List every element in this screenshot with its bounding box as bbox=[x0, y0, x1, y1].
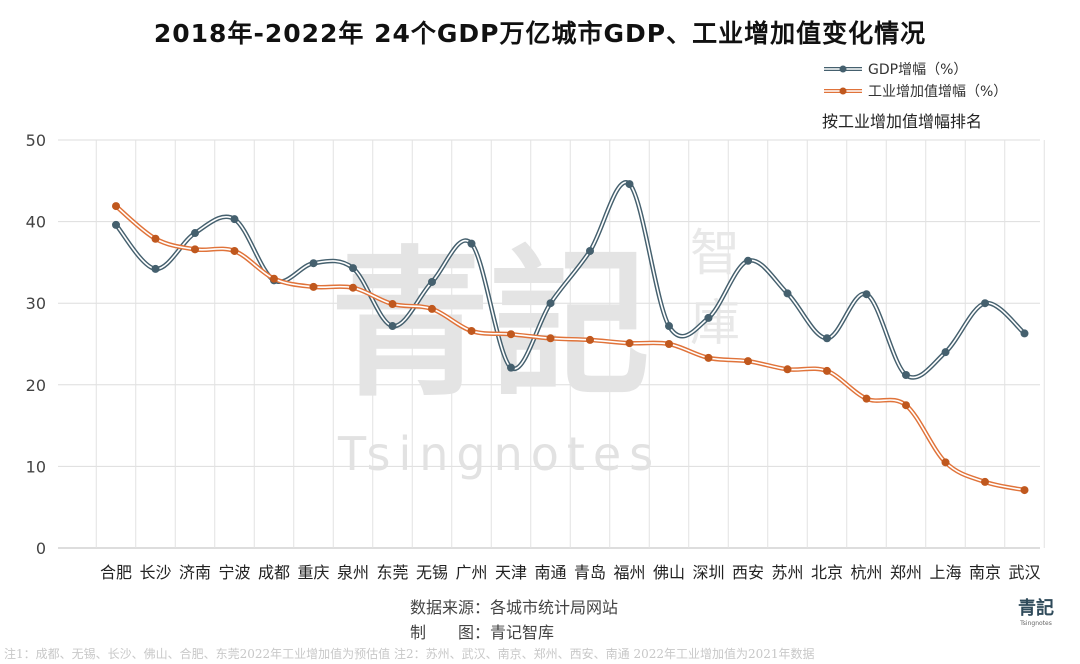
x-tick-label: 深圳 bbox=[692, 563, 724, 582]
y-tick-label: 20 bbox=[26, 376, 46, 395]
data-point bbox=[586, 335, 594, 344]
x-tick-label: 合肥 bbox=[100, 563, 132, 582]
data-point bbox=[467, 239, 476, 248]
legend-item-industry: 工业增加值增幅（%） bbox=[822, 80, 1007, 102]
data-point bbox=[112, 202, 120, 211]
x-tick-label: 无锡 bbox=[416, 563, 448, 582]
data-point bbox=[546, 334, 555, 343]
data-point bbox=[467, 326, 476, 335]
data-point bbox=[744, 357, 752, 366]
footnote: 注1：成都、无锡、长沙、佛山、合肥、东莞2022年工业增加值为预估值 注2：苏州… bbox=[4, 647, 815, 661]
data-point bbox=[665, 340, 673, 348]
data-point bbox=[388, 322, 397, 331]
x-tick-label: 济南 bbox=[179, 563, 211, 582]
data-point bbox=[941, 348, 950, 357]
data-point bbox=[507, 363, 515, 372]
legend-item-gdp: GDP增幅（%） bbox=[822, 58, 1007, 80]
data-point bbox=[230, 246, 239, 255]
x-tick-label: 泉州 bbox=[337, 563, 369, 582]
x-tick-label: 南通 bbox=[534, 563, 566, 582]
data-point bbox=[586, 246, 594, 255]
x-tick-label: 苏州 bbox=[771, 563, 803, 582]
data-point bbox=[704, 353, 713, 362]
ranking-note: 按工业增加值增幅排名 bbox=[822, 112, 983, 131]
x-tick-label: 青岛 bbox=[574, 563, 606, 582]
data-point bbox=[388, 300, 397, 309]
data-point bbox=[941, 458, 950, 467]
data-point bbox=[230, 215, 239, 224]
data-point bbox=[270, 274, 278, 283]
data-point bbox=[191, 245, 199, 254]
data-point bbox=[309, 259, 318, 268]
chart-maker: 制 图：青记智库 bbox=[410, 623, 555, 642]
data-point bbox=[191, 229, 199, 238]
data-point bbox=[902, 371, 910, 380]
x-tick-label: 北京 bbox=[811, 563, 843, 582]
data-point bbox=[862, 290, 871, 299]
logo-main: 青記 bbox=[1018, 598, 1054, 619]
data-point bbox=[309, 282, 318, 291]
data-point bbox=[428, 304, 436, 313]
data-point bbox=[349, 283, 357, 292]
logo-sub: Tsingnotes bbox=[1020, 620, 1052, 627]
data-point bbox=[625, 180, 634, 189]
data-point bbox=[546, 299, 555, 308]
watermark: 青記 智 庫 Tsingnotes bbox=[330, 224, 740, 481]
legend-label-gdp: GDP增幅（%） bbox=[868, 62, 968, 78]
legend-swatch-industry bbox=[824, 87, 862, 95]
data-point bbox=[1020, 329, 1029, 338]
data-point bbox=[981, 299, 989, 308]
y-tick-label: 50 bbox=[26, 131, 46, 150]
x-tick-label: 广州 bbox=[455, 563, 487, 582]
x-tick-label: 重庆 bbox=[297, 563, 329, 582]
x-tick-label: 长沙 bbox=[139, 563, 171, 582]
x-tick-label: 郑州 bbox=[890, 563, 922, 582]
data-point bbox=[428, 277, 436, 286]
data-point bbox=[349, 264, 357, 273]
series-industry bbox=[112, 202, 1029, 495]
data-point bbox=[151, 264, 160, 273]
x-tick-label: 南京 bbox=[969, 563, 1001, 582]
watermark-latin: Tsingnotes bbox=[337, 427, 661, 481]
y-tick-label: 30 bbox=[26, 294, 46, 313]
legend-label-industry: 工业增加值增幅（%） bbox=[868, 84, 1008, 100]
x-tick-label: 武汉 bbox=[1008, 563, 1040, 582]
data-point bbox=[112, 220, 120, 229]
data-point bbox=[507, 330, 515, 339]
data-point bbox=[823, 366, 831, 375]
watermark-side-2: 庫 bbox=[690, 294, 740, 352]
chart-title: 2018年-2022年 24个GDP万亿城市GDP、工业增加值变化情况 bbox=[153, 19, 927, 48]
x-tick-label: 成都 bbox=[258, 563, 290, 582]
data-point bbox=[744, 256, 752, 265]
y-tick-label: 10 bbox=[26, 457, 46, 476]
x-tick-label: 佛山 bbox=[653, 563, 685, 582]
x-tick-label: 天津 bbox=[495, 563, 527, 582]
data-point bbox=[902, 401, 910, 410]
data-point bbox=[783, 365, 792, 374]
x-tick-label: 东莞 bbox=[376, 563, 408, 582]
data-source: 数据来源：各城市统计局网站 bbox=[410, 598, 619, 617]
legend-swatch-gdp bbox=[824, 65, 862, 73]
data-point bbox=[625, 339, 634, 348]
data-point bbox=[862, 394, 871, 403]
x-tick-label: 西安 bbox=[732, 563, 764, 582]
data-point bbox=[704, 313, 713, 322]
x-tick-label: 杭州 bbox=[850, 563, 882, 582]
data-point bbox=[151, 234, 160, 243]
data-point bbox=[665, 322, 673, 331]
legend: GDP增幅（%） 工业增加值增幅（%） bbox=[822, 58, 1007, 102]
x-tick-label: 福州 bbox=[613, 563, 645, 582]
logo: 青記 Tsingnotes bbox=[1018, 598, 1054, 628]
data-point bbox=[1020, 486, 1029, 495]
x-tick-label: 上海 bbox=[929, 563, 961, 582]
data-point bbox=[823, 334, 831, 343]
y-tick-label: 0 bbox=[36, 539, 46, 558]
data-point bbox=[783, 289, 792, 298]
watermark-main: 青記 bbox=[330, 230, 650, 418]
data-point bbox=[981, 477, 989, 486]
watermark-side-1: 智 bbox=[690, 224, 740, 282]
x-tick-label: 宁波 bbox=[218, 563, 250, 582]
y-tick-label: 40 bbox=[26, 213, 46, 232]
